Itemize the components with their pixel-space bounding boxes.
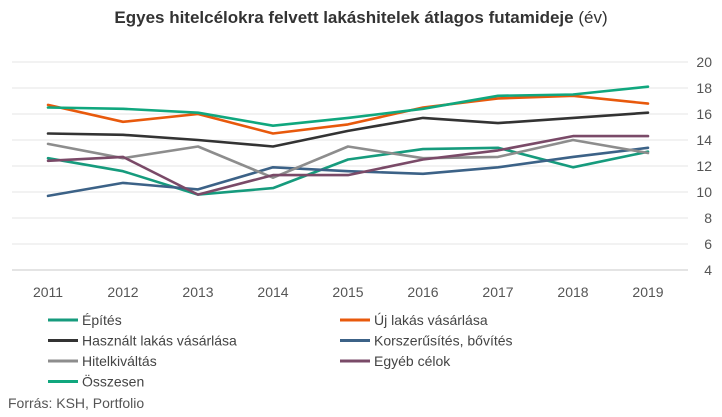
axis-ticks: 4 6 8 10 12 14 16 18 20 2011 2012 2013 2014 2015 2016 2… xyxy=(33,54,712,300)
series-lines xyxy=(46,85,650,198)
series-line xyxy=(46,111,650,148)
x-tick-label: 2017 xyxy=(482,284,513,300)
x-tick-label: 2018 xyxy=(557,284,588,300)
chart-title-main: Egyes hitelcélokra felvett lakáshitelek … xyxy=(114,8,574,27)
y-tick-label: 10 xyxy=(696,184,712,200)
chart-title: Egyes hitelcélokra felvett lakáshitelek … xyxy=(0,8,722,28)
y-tick-label: 20 xyxy=(696,54,712,70)
legend-label: Hitelkiváltás xyxy=(82,353,157,369)
legend-label: Építés xyxy=(82,312,122,328)
legend-label: Új lakás vásárlása xyxy=(374,312,488,328)
legend: Építés Új lakás vásárlása Használt lakás v… xyxy=(48,312,513,390)
series-line xyxy=(46,85,650,127)
y-tick-label: 16 xyxy=(696,106,712,122)
x-tick-label: 2011 xyxy=(33,284,63,300)
y-tick-label: 8 xyxy=(704,210,712,226)
y-tick-label: 18 xyxy=(696,80,712,96)
x-tick-label: 2014 xyxy=(257,284,288,300)
line-chart: 4 6 8 10 12 14 16 18 20 2011 2012 2013 2014 2015 2016 2… xyxy=(12,54,712,390)
x-tick-label: 2016 xyxy=(407,284,438,300)
gridlines xyxy=(12,61,688,271)
x-tick-label: 2019 xyxy=(632,284,663,300)
y-tick-label: 14 xyxy=(696,132,712,148)
y-tick-label: 6 xyxy=(704,236,712,252)
legend-label: Korszerűsítés, bővítés xyxy=(374,333,513,349)
series-line xyxy=(46,94,650,135)
chart-title-unit: (év) xyxy=(578,8,608,27)
legend-label: Összesen xyxy=(82,373,144,390)
series-line xyxy=(46,138,650,179)
x-tick-label: 2013 xyxy=(182,284,213,300)
x-tick-label: 2012 xyxy=(107,284,138,300)
y-tick-label: 4 xyxy=(704,262,712,278)
x-tick-label: 2015 xyxy=(332,284,363,300)
y-tick-label: 12 xyxy=(696,158,712,174)
series-line xyxy=(46,146,650,198)
legend-label: Használt lakás vásárlása xyxy=(82,333,237,349)
series-line xyxy=(46,134,650,196)
source-note: Forrás: KSH, Portfolio xyxy=(8,395,145,411)
legend-label: Egyéb célok xyxy=(374,353,451,369)
